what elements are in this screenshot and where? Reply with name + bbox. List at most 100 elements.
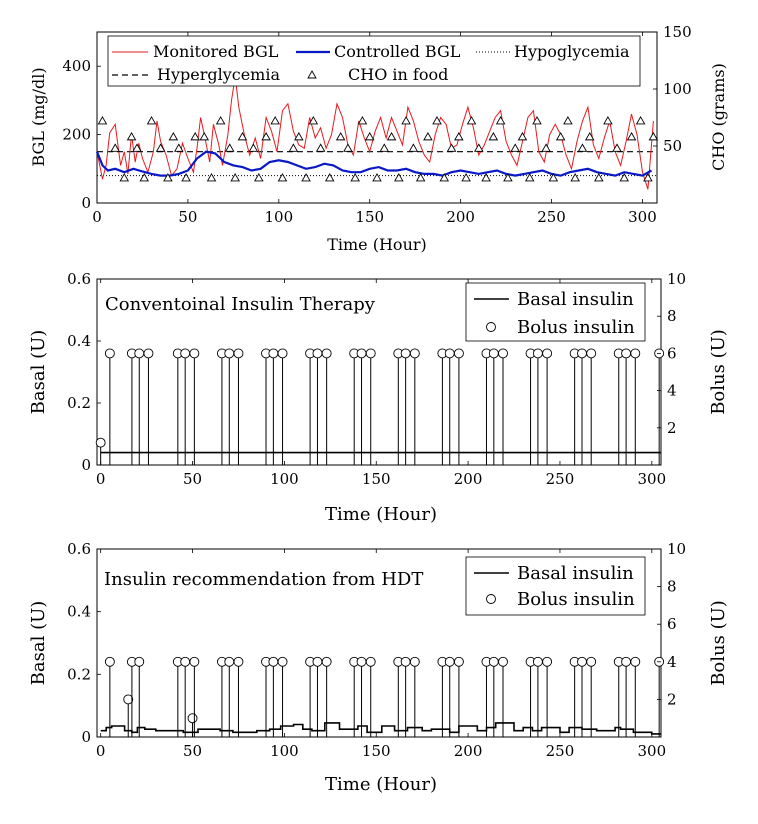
cho-marker [168,131,179,141]
cho-marker [364,131,375,141]
cho-marker [439,173,450,182]
bolus-marker [498,348,508,359]
cho-marker [146,116,157,125]
cho-marker [541,143,551,152]
cho-marker [510,143,520,152]
cho-marker [277,173,288,182]
plot-frame [96,278,662,466]
cho-marker [199,131,210,141]
legend-cho: CHO in food [348,65,448,84]
bolus-marker [189,348,200,359]
legend-box [107,35,641,87]
cho-marker [181,173,191,182]
cho-marker [132,143,142,152]
legend-swatch-bolus [486,322,496,332]
cho-marker [288,143,299,152]
bolus-marker [621,348,632,359]
cho-marker [139,173,150,182]
x-tick-label: 300 [628,208,657,226]
cho-marker [230,173,240,182]
legend: Basal insulin Bolus insulin [465,556,646,616]
bolus-marker [586,348,597,359]
bolus-marker [134,656,145,667]
cho-marker [643,173,653,182]
cho-marker [372,173,382,182]
plot-frame [96,31,658,204]
legend-hyper: Hyperglycemia [157,65,280,84]
bolus-marker [488,656,499,667]
bolus-marker [444,348,455,359]
panel-annotation: Conventoinal Insulin Therapy [105,294,376,315]
legend: Monitored BGL Controlled BGL Hypoglycemi… [107,35,641,87]
y-tick-label-right: 2 [667,419,677,437]
y-tick-label: 0 [81,728,91,746]
bolus-marker [104,656,115,667]
x-tick-label: 200 [446,208,475,226]
cho-marker [315,143,326,152]
cho-marker [215,116,226,125]
y-tick-label-right: 10 [667,540,686,558]
y-tick-label-right: 50 [663,137,682,155]
cho-marker [577,143,588,152]
panel-annotation: Insulin recommendation from HDT [104,569,423,590]
bolus-marker [586,656,597,667]
y-tick-label-right: 2 [667,690,677,708]
y-tick-label-right: 8 [667,578,677,596]
x-tick-label: 200 [454,470,483,488]
legend-bolus: Bolus insulin [517,317,635,338]
y-axis-label-right: CHO (grams) [709,63,728,171]
cho-marker [446,143,457,152]
cho-marker [603,116,613,125]
y-tick-label: 0 [81,194,91,212]
cho-marker [261,131,271,141]
y-tick-label-right: 10 [667,270,686,288]
bolus-marker [180,656,191,667]
panel-conventional: 0 50 100 150 200 250 300 0 0.2 0.4 0.6 2 4 6 8 10 Conve… [28,270,729,525]
cho-marker [379,143,390,152]
x-tick-label: 0 [96,742,106,760]
y-tick-label-right: 4 [667,653,677,671]
cho-marker [386,131,397,141]
cho-marker [488,131,499,141]
x-tick-label: 300 [637,470,666,488]
bolus-marker [268,348,279,359]
bolus-marker [95,437,106,448]
cho-marker [301,173,311,182]
cho-marker [584,131,595,141]
cho-marker [461,173,471,182]
x-tick-label: 50 [183,470,202,488]
cho-marker [357,116,368,125]
y-axis-label: Basal (U) [28,601,49,686]
cho-marker [394,173,404,182]
y-axis-label-right: Bolus (U) [708,600,729,686]
x-tick-label: 100 [264,208,293,226]
cho-marker [524,173,535,182]
x-tick-label: 100 [270,742,299,760]
legend-hypo: Hypoglycemia [514,42,630,61]
x-tick-label: 250 [546,742,575,760]
y-tick-label-right: 6 [667,615,677,633]
legend-box [465,556,646,616]
x-axis-label: Time (Hour) [325,774,437,795]
panel-bgl: 0 50 100 150 200 250 300 0 200 400 50 100 150 Time (… [29,23,728,254]
cho-marker [308,116,319,125]
bolus-marker [143,348,154,359]
bolus-marker [321,348,332,359]
y-tick-label-right: 8 [667,307,677,325]
cho-marker [97,116,108,125]
bolus-marker [312,656,323,667]
x-tick-label: 0 [92,208,102,226]
y-tick-label-right: 6 [667,344,677,362]
bolus-marker [542,656,553,667]
y-tick-label: 0.2 [67,665,91,683]
cho-marker [481,173,491,182]
cho-marker [294,131,304,141]
cho-marker [619,173,630,182]
bolus-marker [532,348,543,359]
bolus-marker [189,656,200,667]
cho-marker [532,116,542,125]
cho-marker [548,173,559,182]
bolus-marker [312,348,323,359]
cho-marker [503,173,513,182]
legend-basal: Basal insulin [517,563,634,584]
